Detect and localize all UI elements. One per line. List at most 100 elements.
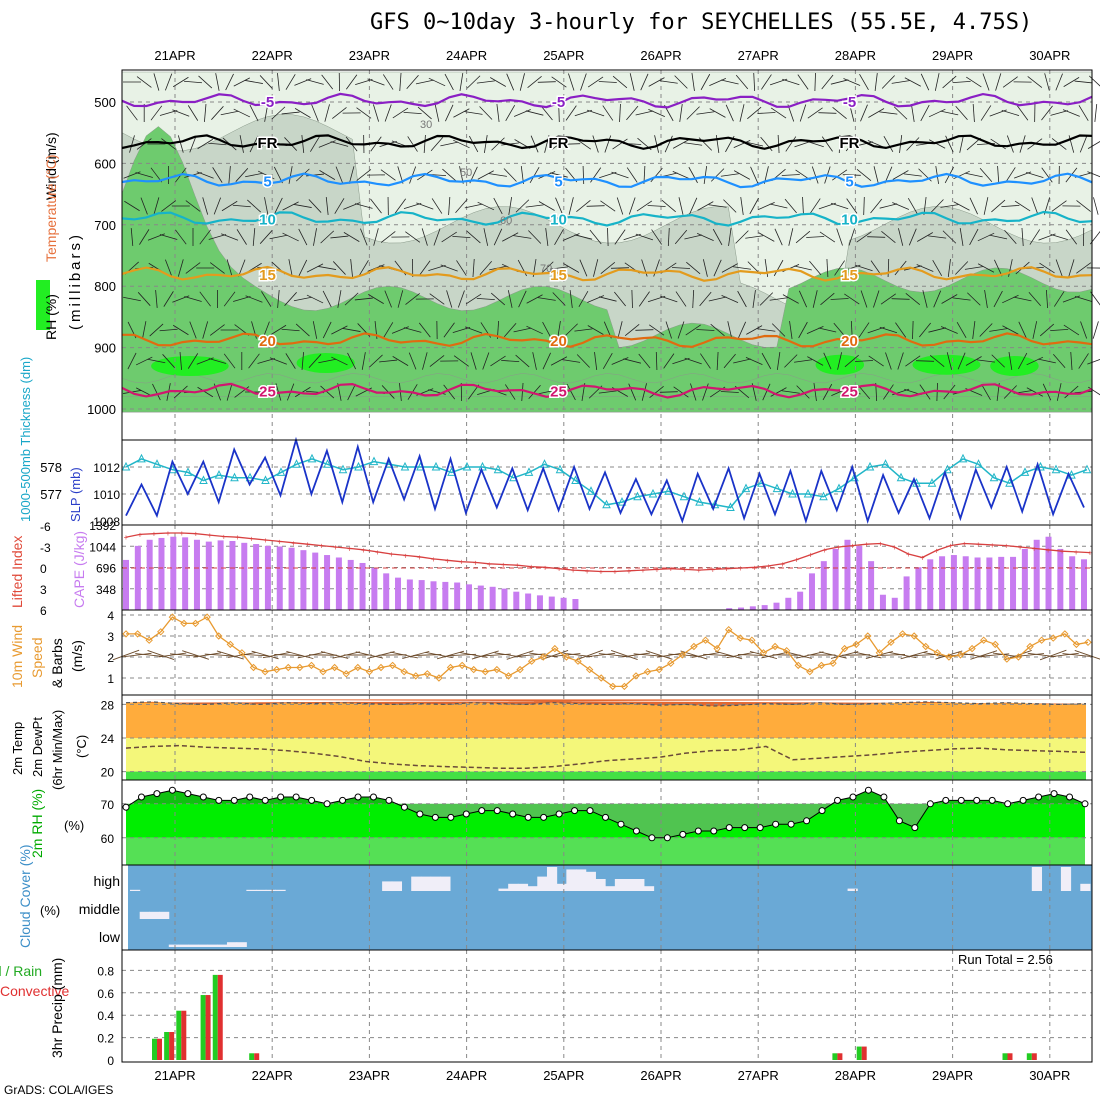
precip-total-bar bbox=[200, 995, 206, 1060]
cloud-bar-high bbox=[508, 883, 519, 891]
thickness-marker bbox=[819, 491, 828, 501]
cape-bar bbox=[950, 555, 957, 610]
wind-barb bbox=[942, 75, 957, 89]
wind-barb bbox=[208, 234, 227, 240]
wind-barb bbox=[906, 137, 920, 151]
wind-barb bbox=[530, 135, 539, 153]
thickness-marker bbox=[788, 488, 797, 498]
wind-barb-10m bbox=[425, 651, 453, 659]
wind-barb bbox=[635, 329, 654, 331]
lifted-marker: + bbox=[152, 530, 157, 539]
wind-barb bbox=[368, 294, 384, 304]
cape-bar bbox=[276, 546, 283, 610]
rh2m-marker bbox=[137, 793, 145, 801]
wind-speed-marker bbox=[249, 663, 258, 672]
wind-barb bbox=[399, 72, 402, 92]
wind-barb bbox=[422, 352, 428, 370]
wind-barb bbox=[238, 259, 246, 277]
rh2m-marker bbox=[818, 807, 826, 815]
wind-barb bbox=[770, 387, 787, 397]
isotherm-line bbox=[121, 382, 1093, 399]
thickness-line bbox=[125, 458, 1088, 509]
wind-barb bbox=[1074, 80, 1093, 84]
wind-barb bbox=[334, 198, 345, 214]
lifted-marker: + bbox=[263, 536, 268, 545]
cloud-bar-low bbox=[207, 944, 218, 947]
wind-speed-marker bbox=[771, 642, 779, 651]
precip-total-bar bbox=[856, 1046, 862, 1060]
wind-barb bbox=[453, 355, 469, 367]
rh2m-marker bbox=[648, 834, 656, 842]
cloud-bar-high bbox=[643, 886, 655, 891]
wind-barb bbox=[820, 292, 835, 306]
wind-barb bbox=[306, 79, 324, 85]
wind-barb bbox=[723, 199, 737, 213]
wind-barb bbox=[771, 323, 786, 337]
wind-barb bbox=[232, 204, 251, 208]
wind-barb bbox=[198, 75, 213, 89]
isotherm-label: 25 bbox=[259, 384, 276, 401]
wind-barb bbox=[479, 106, 493, 120]
wind-barb bbox=[332, 107, 347, 119]
wind-barb bbox=[245, 172, 263, 178]
wind-barb bbox=[269, 234, 288, 240]
wind-barb bbox=[380, 231, 396, 243]
wind-barb bbox=[635, 110, 654, 116]
cloud-bar-high bbox=[585, 871, 596, 891]
wind-barb bbox=[781, 390, 800, 394]
wind-barb bbox=[202, 321, 209, 339]
wind-barb bbox=[515, 354, 530, 368]
wind-barb bbox=[993, 290, 1003, 308]
wind-barb bbox=[710, 323, 725, 337]
cape-bar bbox=[123, 559, 129, 610]
wind-barb-10m bbox=[1062, 653, 1091, 657]
wind-barb bbox=[136, 138, 152, 150]
wind-barb bbox=[152, 383, 161, 401]
wind-barb bbox=[598, 390, 617, 394]
wind-barb bbox=[538, 201, 555, 211]
thickness-marker bbox=[834, 483, 844, 493]
wind-barb bbox=[636, 200, 653, 212]
thickness-marker bbox=[199, 475, 208, 484]
wind-barb bbox=[826, 258, 829, 278]
thickness-marker bbox=[617, 496, 627, 506]
wind-barb-10m bbox=[541, 650, 569, 660]
wind-barb bbox=[513, 235, 532, 239]
wind-barb bbox=[818, 112, 837, 114]
wind-barb bbox=[774, 228, 783, 246]
wind-barb bbox=[428, 264, 446, 272]
wind-barb bbox=[1001, 204, 1020, 208]
wind-barb bbox=[760, 136, 773, 152]
wind-barb bbox=[788, 228, 794, 246]
wind-barb bbox=[757, 328, 776, 332]
wind-speed-marker bbox=[655, 665, 663, 674]
wind-speed-marker bbox=[145, 636, 153, 644]
y-tick-label: 900 bbox=[94, 341, 116, 356]
cape-tick: 348 bbox=[96, 583, 116, 597]
rh2m-marker bbox=[168, 786, 176, 794]
wind-barb bbox=[785, 136, 797, 152]
cape-tick: 1392 bbox=[89, 519, 116, 533]
wind-barb bbox=[883, 136, 894, 152]
wind-barb bbox=[582, 165, 585, 185]
isotherm-label: 10 bbox=[550, 212, 567, 229]
lifted-marker: + bbox=[990, 541, 995, 550]
wind-barb bbox=[964, 172, 983, 178]
wind-barb bbox=[904, 77, 921, 87]
rh2m-marker bbox=[555, 810, 563, 818]
lifted-marker: + bbox=[194, 530, 199, 539]
wind-barb bbox=[185, 200, 201, 212]
lifted-marker: + bbox=[822, 546, 827, 555]
wind-barb bbox=[991, 199, 1006, 213]
rh2m-marker bbox=[385, 796, 393, 804]
thickness-marker bbox=[478, 461, 487, 471]
wind-barb bbox=[648, 324, 665, 336]
precip-total-bar bbox=[164, 1032, 170, 1060]
lifted-marker: + bbox=[669, 565, 674, 574]
isotherm-label: 10 bbox=[841, 212, 858, 229]
wind-barb bbox=[507, 290, 513, 308]
date-label-top: 24APR bbox=[446, 48, 487, 63]
lifted-marker: + bbox=[166, 529, 171, 538]
wind-speed-marker bbox=[388, 661, 397, 670]
precip-total-bar bbox=[1026, 1053, 1032, 1060]
